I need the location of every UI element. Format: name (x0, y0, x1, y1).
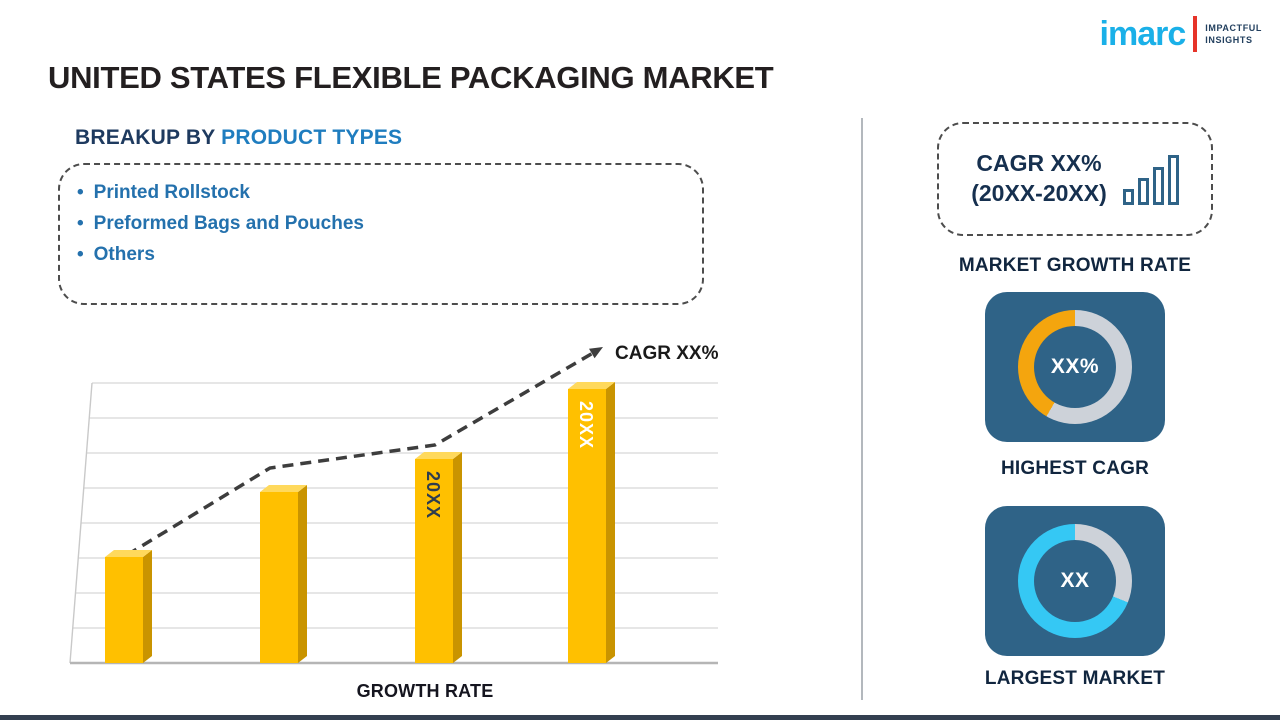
cagr-summary-text: CAGR XX% (20XX-20XX) (971, 149, 1107, 209)
logo-tagline: IMPACTFUL INSIGHTS (1205, 22, 1262, 46)
page-title: UNITED STATES FLEXIBLE PACKAGING MARKET (48, 60, 774, 95)
chart-bars: 20XX 20XX (105, 382, 615, 663)
list-item: • Preformed Bags and Pouches (77, 208, 684, 239)
largest-market-value: XX (1060, 569, 1090, 592)
bullet-icon: • (77, 213, 84, 234)
largest-market-donut: XX (1018, 524, 1132, 638)
vertical-divider (861, 118, 863, 700)
logo-divider-bar (1193, 16, 1198, 52)
list-item-label: Preformed Bags and Pouches (93, 213, 364, 234)
bar-chart-icon-bar (1137, 178, 1149, 205)
cagr-summary-box: CAGR XX% (20XX-20XX) (937, 122, 1213, 236)
market-growth-rate-label: MARKET GROWTH RATE (958, 255, 1192, 276)
highest-cagr-donut: XX% (1018, 310, 1132, 424)
bottom-accent-bar (0, 715, 1280, 720)
trend-arrow (126, 347, 603, 557)
bar-chart-icon (1122, 153, 1179, 205)
logo-tagline-line1: IMPACTFUL (1205, 22, 1262, 33)
list-item-label: Printed Rollstock (93, 182, 250, 203)
bullet-icon: • (77, 244, 84, 265)
x-axis-label: GROWTH RATE (356, 681, 494, 701)
imarc-logo: imarc IMPACTFUL INSIGHTS (1100, 16, 1262, 52)
svg-text:20XX: 20XX (423, 471, 443, 519)
cagr-period-line: (20XX-20XX) (971, 180, 1107, 206)
highest-cagr-label: HIGHEST CAGR (1000, 458, 1150, 479)
logo-tagline-line2: INSIGHTS (1205, 35, 1253, 45)
largest-market-label: LARGEST MARKET (984, 668, 1166, 689)
highest-cagr-tile: XX% (985, 292, 1165, 442)
cagr-value-line: CAGR XX% (976, 150, 1102, 177)
bullet-icon: • (77, 182, 84, 203)
bar-chart-icon-bar (1167, 155, 1179, 205)
breakup-heading-highlight: PRODUCT TYPES (221, 126, 403, 149)
breakup-heading: BREAKUP BY PRODUCT TYPES (75, 126, 402, 150)
chart-grid-and-trend (69, 347, 718, 665)
largest-market-tile: XX (985, 506, 1165, 656)
bar-chart-icon-bar (1152, 167, 1164, 205)
list-item-label: Others (93, 244, 155, 265)
product-types-list: • Printed Rollstock • Preformed Bags and… (77, 177, 684, 270)
breakup-heading-prefix: BREAKUP BY (75, 126, 216, 149)
growth-rate-chart: 20XX 20XX CAGR XX% GROWTH RATE (65, 343, 725, 701)
svg-text:20XX: 20XX (576, 401, 596, 449)
list-item: • Others (77, 239, 684, 270)
list-item: • Printed Rollstock (77, 177, 684, 208)
cagr-annotation: CAGR XX% (615, 343, 719, 364)
highest-cagr-value: XX% (1050, 355, 1100, 378)
imarc-wordmark: imarc (1099, 15, 1187, 53)
bar-chart-icon-bar (1122, 189, 1134, 205)
product-types-box: • Printed Rollstock • Preformed Bags and… (58, 163, 704, 305)
